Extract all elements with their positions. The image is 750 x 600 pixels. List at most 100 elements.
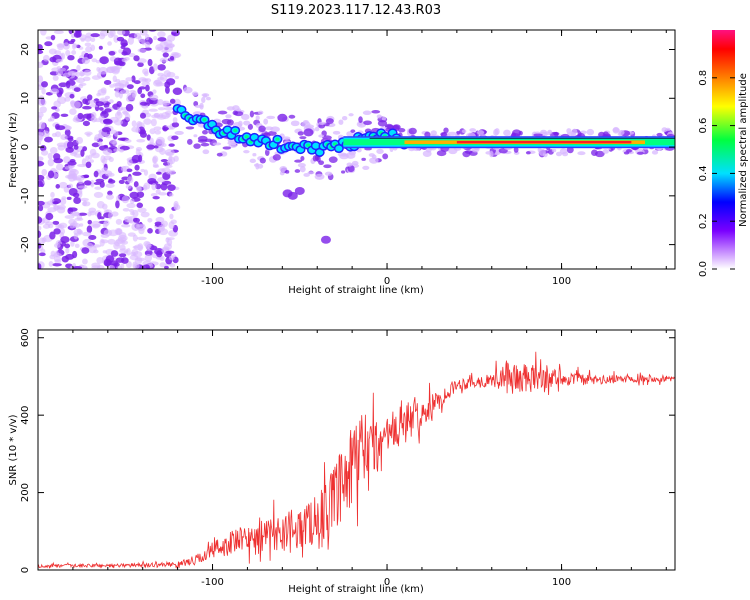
noise-speckle: [116, 36, 125, 42]
noise-speckle: [73, 232, 78, 240]
noise-speckle: [82, 76, 91, 82]
signal-halo: [456, 130, 461, 135]
noise-speckle: [73, 144, 79, 150]
noise-speckle: [73, 196, 82, 205]
noise-speckle: [99, 30, 109, 37]
noise-speckle: [67, 207, 78, 212]
noise-speckle: [121, 51, 128, 56]
signal-halo: [595, 150, 605, 158]
signal-halo: [518, 130, 523, 136]
noise-speckle: [66, 141, 74, 149]
noise-speckle: [142, 184, 148, 191]
noise-speckle: [128, 53, 136, 58]
noise-speckle: [162, 52, 169, 58]
noise-speckle: [69, 93, 75, 99]
noise-speckle: [75, 77, 86, 84]
signal-halo: [338, 119, 344, 125]
carrier-band-core: [456, 140, 632, 144]
noise-speckle: [38, 205, 44, 212]
noise-speckle: [149, 128, 156, 135]
noise-speckle: [98, 45, 103, 50]
signal-halo: [577, 131, 582, 138]
noise-speckle: [38, 160, 45, 167]
noise-speckle: [118, 253, 127, 258]
noise-speckle: [61, 196, 67, 200]
noise-speckle: [162, 100, 171, 106]
noise-speckle: [144, 78, 152, 83]
noise-speckle: [103, 144, 108, 148]
noise-speckle: [97, 141, 103, 147]
noise-speckle: [125, 184, 132, 190]
noise-speckle: [57, 87, 64, 95]
noise-speckle: [118, 179, 125, 185]
noise-speckle: [133, 263, 140, 269]
noise-speckle: [58, 222, 68, 229]
noise-speckle: [100, 233, 110, 238]
noise-speckle: [168, 255, 175, 261]
noise-speckle: [154, 129, 161, 135]
ridge-blob-peak: [248, 140, 253, 144]
noise-speckle: [82, 105, 92, 110]
noise-speckle: [77, 212, 88, 216]
noise-speckle: [119, 148, 124, 153]
noise-speckle: [57, 144, 66, 151]
noise-speckle: [91, 111, 97, 119]
noise-speckle: [145, 84, 150, 92]
noise-speckle: [53, 243, 61, 248]
noise-speckle: [152, 163, 159, 168]
noise-speckle: [135, 146, 143, 152]
signal-halo: [612, 126, 620, 134]
noise-speckle: [51, 132, 58, 138]
noise-speckle: [126, 219, 134, 223]
noise-speckle: [158, 192, 168, 196]
noise-speckle: [157, 64, 166, 71]
signal-halo: [447, 131, 458, 136]
signal-halo: [299, 136, 307, 140]
noise-speckle: [91, 58, 98, 63]
noise-speckle: [165, 86, 170, 94]
noise-speckle: [166, 170, 172, 175]
noise-speckle: [129, 198, 135, 204]
signal-halo: [307, 171, 315, 175]
noise-speckle: [169, 193, 174, 197]
signal-halo: [350, 129, 356, 133]
noise-speckle: [85, 161, 92, 169]
noise-speckle: [120, 89, 130, 95]
noise-speckle: [161, 111, 170, 120]
noise-speckle: [40, 30, 47, 36]
signal-halo: [279, 171, 285, 176]
signal-halo: [377, 120, 388, 127]
noise-speckle: [96, 66, 101, 72]
signal-halo: [304, 124, 315, 129]
noise-speckle: [156, 98, 164, 106]
x-tick-label: 0: [384, 276, 390, 287]
noise-speckle: [111, 66, 121, 73]
signal-halo: [397, 127, 406, 133]
noise-speckle: [144, 253, 153, 262]
spectrogram-y-label: Frequency (Hz): [8, 112, 19, 188]
noise-speckle: [119, 248, 129, 254]
noise-speckle: [54, 259, 62, 264]
noise-speckle: [136, 139, 146, 143]
signal-halo: [281, 136, 291, 140]
signal-halo: [303, 172, 310, 177]
noise-speckle: [118, 80, 129, 87]
noise-speckle: [72, 220, 78, 228]
noise-speckle: [52, 262, 62, 267]
noise-speckle: [52, 201, 59, 205]
noise-speckle: [101, 127, 112, 133]
noise-speckle: [139, 30, 148, 36]
signal-halo: [226, 119, 234, 126]
noise-speckle: [164, 149, 175, 157]
noise-speckle: [110, 250, 119, 257]
noise-speckle: [155, 82, 165, 87]
noise-speckle: [93, 170, 99, 178]
signal-halo: [503, 129, 511, 137]
noise-speckle: [160, 220, 168, 228]
noise-speckle: [75, 136, 84, 145]
snr-frame: [37, 329, 676, 571]
noise-speckle: [38, 61, 44, 68]
signal-halo: [241, 113, 250, 121]
noise-speckle: [100, 155, 106, 164]
signal-halo: [566, 128, 572, 134]
